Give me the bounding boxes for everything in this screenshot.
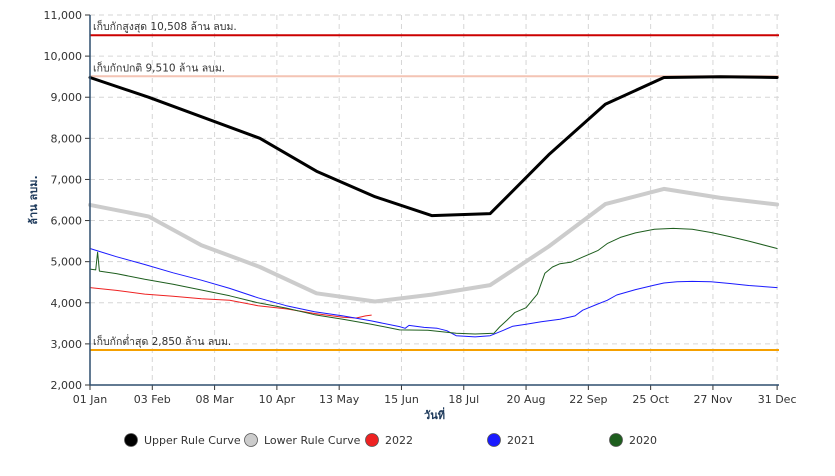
series-line bbox=[89, 248, 778, 338]
x-tick-label: 20 Aug bbox=[507, 393, 546, 406]
x-tick-label: 13 May bbox=[319, 393, 360, 406]
x-axis-title: วันที่ bbox=[424, 407, 445, 422]
reference-line-label: เก็บกักสูงสุด 10,508 ล้าน ลบม. bbox=[93, 19, 237, 33]
grid bbox=[89, 14, 779, 385]
series-line bbox=[88, 75, 779, 218]
legend-swatch bbox=[609, 433, 623, 447]
y-tick-label: 6,000 bbox=[51, 215, 83, 228]
series-line bbox=[89, 227, 778, 335]
y-tick-label: 5,000 bbox=[51, 256, 83, 269]
reference-line-label: เก็บกักต่ำสุด 2,850 ล้าน ลบม. bbox=[93, 334, 231, 348]
reference-lines: เก็บกักสูงสุด 10,508 ล้าน ลบม. เก็บกักปกต… bbox=[90, 19, 779, 352]
x-tick-label: 27 Nov bbox=[693, 393, 732, 406]
y-tick-label: 9,000 bbox=[51, 91, 83, 104]
legend-label: 2020 bbox=[629, 434, 657, 447]
x-tick-label: 25 Oct bbox=[632, 393, 669, 406]
y-tick-label: 8,000 bbox=[51, 132, 83, 145]
y-tick-label: 11,000 bbox=[44, 9, 83, 22]
legend-swatch bbox=[124, 433, 138, 447]
x-tick-label: 01 Jan bbox=[73, 393, 107, 406]
y-tick-label: 3,000 bbox=[51, 338, 83, 351]
legend-label: 2022 bbox=[385, 434, 413, 447]
legend-label: Lower Rule Curve bbox=[264, 434, 361, 447]
y-tick-label: 7,000 bbox=[51, 173, 83, 186]
x-tick-label: 03 Feb bbox=[134, 393, 171, 406]
y-tick-label: 10,000 bbox=[44, 50, 83, 63]
legend-swatch bbox=[487, 433, 501, 447]
series-line bbox=[88, 186, 780, 304]
y-tick-label: 2,000 bbox=[51, 379, 83, 392]
x-tick-label: 31 Dec bbox=[758, 393, 797, 406]
x-tick-label: 10 Apr bbox=[259, 393, 296, 406]
series-lines bbox=[88, 75, 780, 338]
x-tick-label: 15 Jun bbox=[384, 393, 419, 406]
reference-line-label: เก็บกักปกติ 9,510 ล้าน ลบม. bbox=[93, 60, 225, 74]
legend-label: 2021 bbox=[507, 434, 535, 447]
legend-swatch bbox=[365, 433, 379, 447]
y-axis-title: ล้าน ลบม. bbox=[27, 175, 40, 224]
x-tick-label: 18 Jul bbox=[448, 393, 479, 406]
x-tick-label: 08 Mar bbox=[195, 393, 234, 406]
x-tick-label: 22 Sep bbox=[569, 393, 607, 406]
axes: 2,000 3,000 4,000 5,000 6,000 7,000 8,000 9,000… bbox=[44, 9, 797, 406]
legend-label: Upper Rule Curve bbox=[144, 434, 241, 447]
legend-swatch bbox=[244, 433, 258, 447]
y-tick-label: 4,000 bbox=[51, 297, 83, 310]
legend: Upper Rule Curve Lower Rule Curve 2022 2021… bbox=[124, 433, 657, 447]
